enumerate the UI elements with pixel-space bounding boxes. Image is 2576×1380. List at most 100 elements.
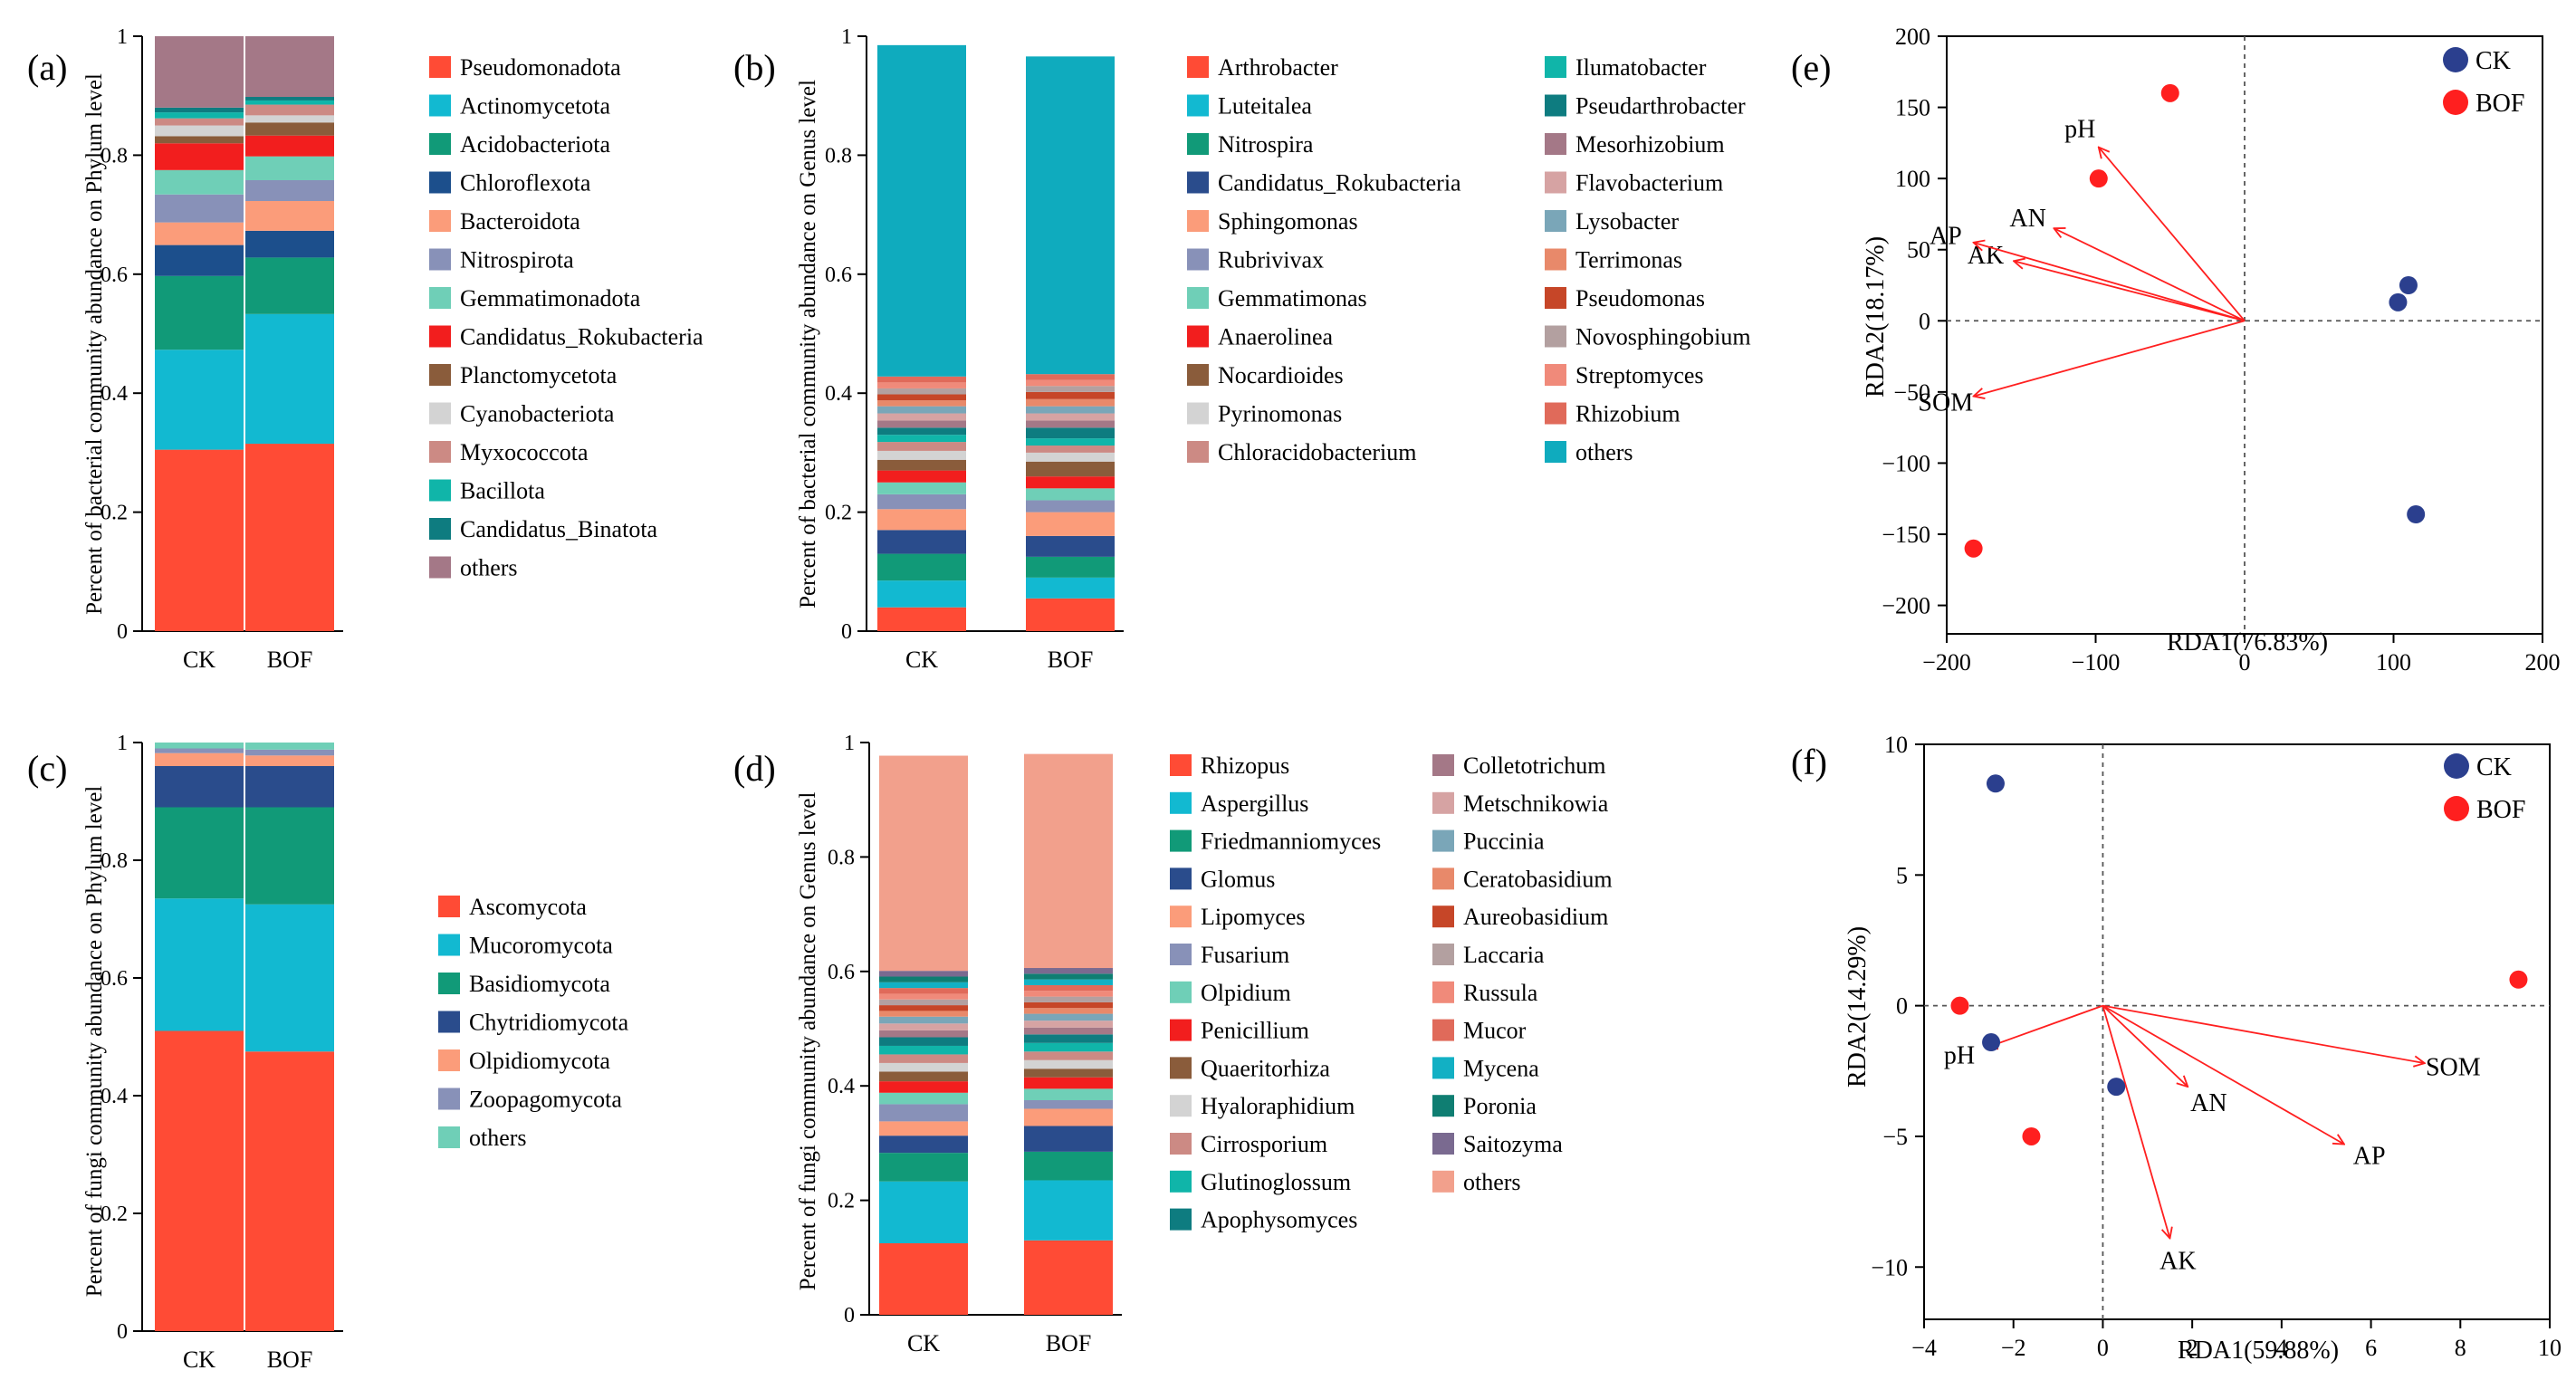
y-tick-label: 0.2 [101,502,128,525]
legend-label: Hyaloraphidium [1201,1093,1355,1119]
bar-segment-bof-anaerolinea [1026,476,1115,489]
legend-swatch [438,1049,460,1071]
legend-swatch [1170,754,1192,776]
legend-swatch [1187,287,1209,309]
bar-segment-ck-others [877,44,966,377]
legend-label: Quaeritorhiza [1201,1055,1330,1081]
legend-swatch [429,479,451,502]
bar-segment-bof-others [245,743,334,750]
legend-bof-label-e: BOF [2475,90,2524,118]
y-tick-label: 1 [117,25,128,49]
bar-segment-bof-apophysomyces [1024,1034,1113,1043]
legend-label: Candidatus_Rokubacteria [460,324,704,350]
bar-segment-bof-olpidium [1024,1088,1113,1100]
bar-segment-ck-poronia [879,976,968,982]
legend-label: Glutinoglossum [1201,1169,1351,1195]
legend-label: Candidatus_Rokubacteria [1218,170,1461,196]
legend-swatch [1432,829,1454,852]
bar-segment-ck-candidatus-rokubacteria [155,143,244,170]
legend-swatch [1432,867,1454,890]
bar-segment-ck-candidatus-binatota [155,107,244,113]
bar-segment-ck-saitozyma [879,971,968,977]
bar-segment-ck-basidiomycota [155,807,244,899]
bar-segment-ck-acidobacteriota [155,275,244,350]
legend-d: Rhizopus Aspergillus Friedmanniomyces Glomu… [1170,752,1613,1233]
vector-an [2102,1004,2188,1087]
bar-segment-ck-terrimonas [877,400,966,407]
bar-segment-bof-others [1024,753,1113,969]
vector-label-an: AN [2190,1089,2226,1117]
bar-segment-ck-friedmanniomyces [879,1153,968,1182]
panel-label-a: (a) [27,47,67,88]
bar-segment-ck-gemmatimonas [877,482,966,494]
legend-swatch [1432,944,1454,965]
legend-swatch [1170,1170,1192,1193]
legend-label: Candidatus_Binatota [460,516,658,542]
vector-label-som: SOM [1918,389,1973,417]
legend-swatch [1187,441,1209,463]
legend-swatch [429,133,451,155]
legend-swatch [1187,248,1209,271]
legend-swatch [1170,1133,1192,1155]
bar-segment-ck-apophysomyces [879,1037,968,1046]
bar-segment-ck-pyrinomonas [877,450,966,460]
y-tick-label: 50 [1907,237,1930,264]
y-tick-label: 0.6 [825,264,852,287]
legend-swatch [1432,1095,1454,1117]
legend-swatch [1545,248,1566,271]
legend-label: Nocardioides [1218,362,1344,388]
legend-swatch [1170,906,1192,928]
legend-ck-marker-e [2443,47,2468,72]
legend-swatch [429,402,451,425]
legend-swatch [1432,1170,1454,1193]
panel-label-e: (e) [1791,47,1831,88]
legend-swatch [1432,1133,1454,1155]
bar-segment-bof-poronia [1024,973,1113,980]
legend-label: Gemmatimonas [1218,285,1367,311]
bar-segment-ck-lysobacter [877,406,966,414]
legend-swatch [1432,906,1454,928]
x-tick-label-bof: BOF [1048,647,1094,673]
legend-ck-label-e: CK [2475,47,2511,75]
legend-label: Gemmatimonadota [460,285,641,311]
bar-segment-bof-penicillium [1024,1077,1113,1089]
vector-label-an: AN [2009,205,2045,233]
legend-label: Aureobasidium [1463,904,1608,930]
bar-segment-ck-nocardioides [877,459,966,471]
bar-segment-bof-novosphingobium [1026,386,1115,392]
legend-swatch [1545,171,1566,194]
legend-label: Flavobacterium [1575,170,1723,196]
y-tick-label: 100 [1895,166,1930,192]
legend-label: Friedmanniomyces [1201,829,1381,855]
bar-segment-bof-mesorhizobium [1026,420,1115,428]
legend-a: Pseudomonadota Actinomycetota Acidobacteri… [429,54,704,581]
legend-swatch [1545,364,1566,386]
bar-segment-ck-aspergillus [879,1181,968,1243]
bar-segment-bof-cyanobacteriota [245,115,334,123]
bar-segment-bof-mucoromycota [245,904,334,1052]
bar-segment-bof-planctomycetota [245,122,334,136]
legend-bof-marker-e [2443,90,2468,115]
bar-segment-ck-candidatus-rokubacteria [877,530,966,554]
plot-frame [1923,743,2551,1320]
bar-segment-bof-colletotrichum [1024,1027,1113,1035]
y-tick-label: −5 [1882,1124,1908,1150]
legend-label: Arthrobacter [1218,54,1338,81]
legend-label: Ilumatobacter [1575,54,1707,81]
x-axis-label-f: RDA1(59.88%) [2178,1337,2339,1365]
bar-segment-bof-chloracidobacterium [1026,446,1115,453]
legend-label: others [1463,1169,1521,1195]
bar-segment-ck-gemmatimonadota [155,169,244,195]
bar-segment-bof-fusarium [1024,1100,1113,1109]
bar-segment-ck-zoopagomycota [155,748,244,753]
legend-label: Myxococcota [460,439,589,465]
legend-label: Nitrospirota [460,247,574,273]
legend-label: Terrimonas [1575,247,1682,273]
legend-label: Poronia [1463,1093,1537,1119]
bar-segment-bof-zoopagomycota [245,749,334,756]
y-axis-label-f: RDA2(14.29%) [1843,926,1872,1088]
legend-swatch [1545,56,1566,78]
legend-label: Sphingomonas [1218,208,1358,235]
bar-segment-bof-quaeritorhiza [1024,1069,1113,1078]
